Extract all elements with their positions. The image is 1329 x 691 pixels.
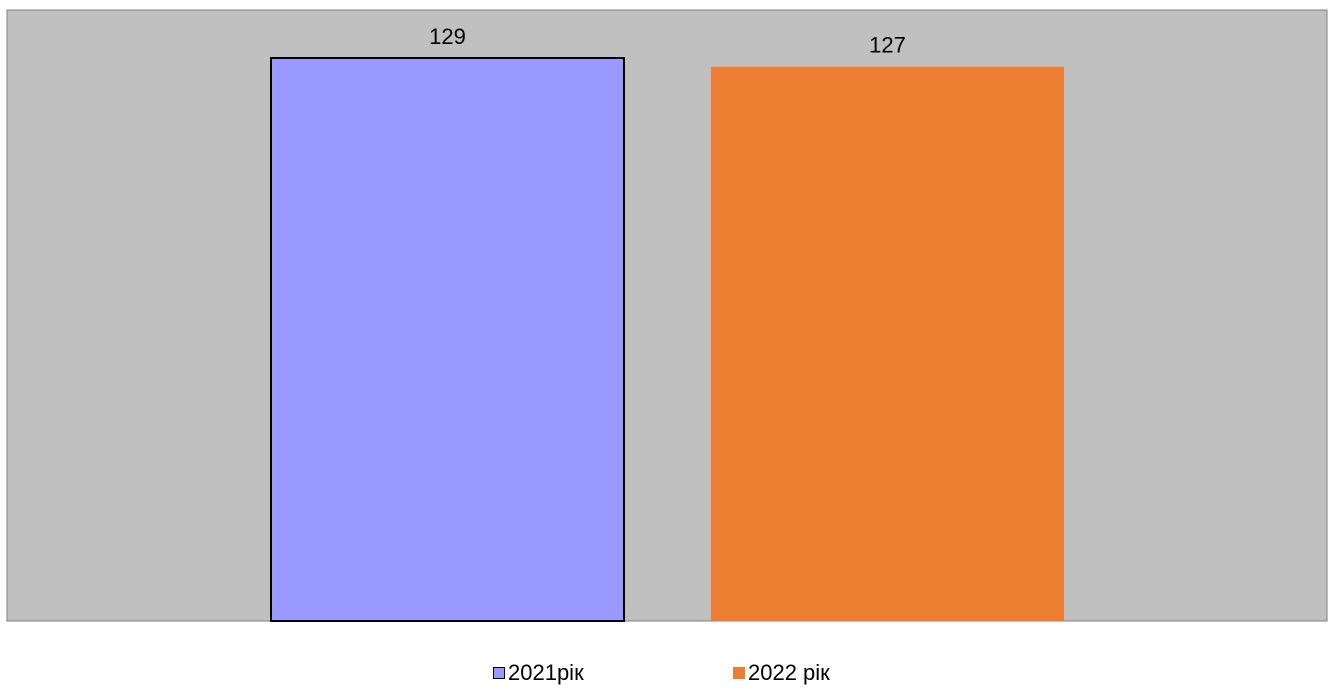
data-labels-layer: 129 127 — [429, 24, 906, 58]
bar-1 — [711, 66, 1064, 621]
bar-0 — [270, 57, 625, 622]
data-label-1: 127 — [869, 33, 906, 58]
data-label-0: 129 — [429, 24, 466, 49]
legend-label-2021: 2021рік — [508, 660, 584, 685]
legend-swatch-2022 — [733, 667, 745, 679]
legend-item-2021: 2021рік — [493, 660, 584, 686]
bars-layer — [270, 57, 1064, 622]
legend-item-2022: 2022 рік — [733, 660, 830, 686]
legend-swatch-2021 — [493, 667, 505, 679]
legend: 2021рік 2022 рік — [0, 660, 1329, 690]
legend-label-2022: 2022 рік — [748, 660, 830, 685]
plot-area — [6, 9, 1328, 622]
